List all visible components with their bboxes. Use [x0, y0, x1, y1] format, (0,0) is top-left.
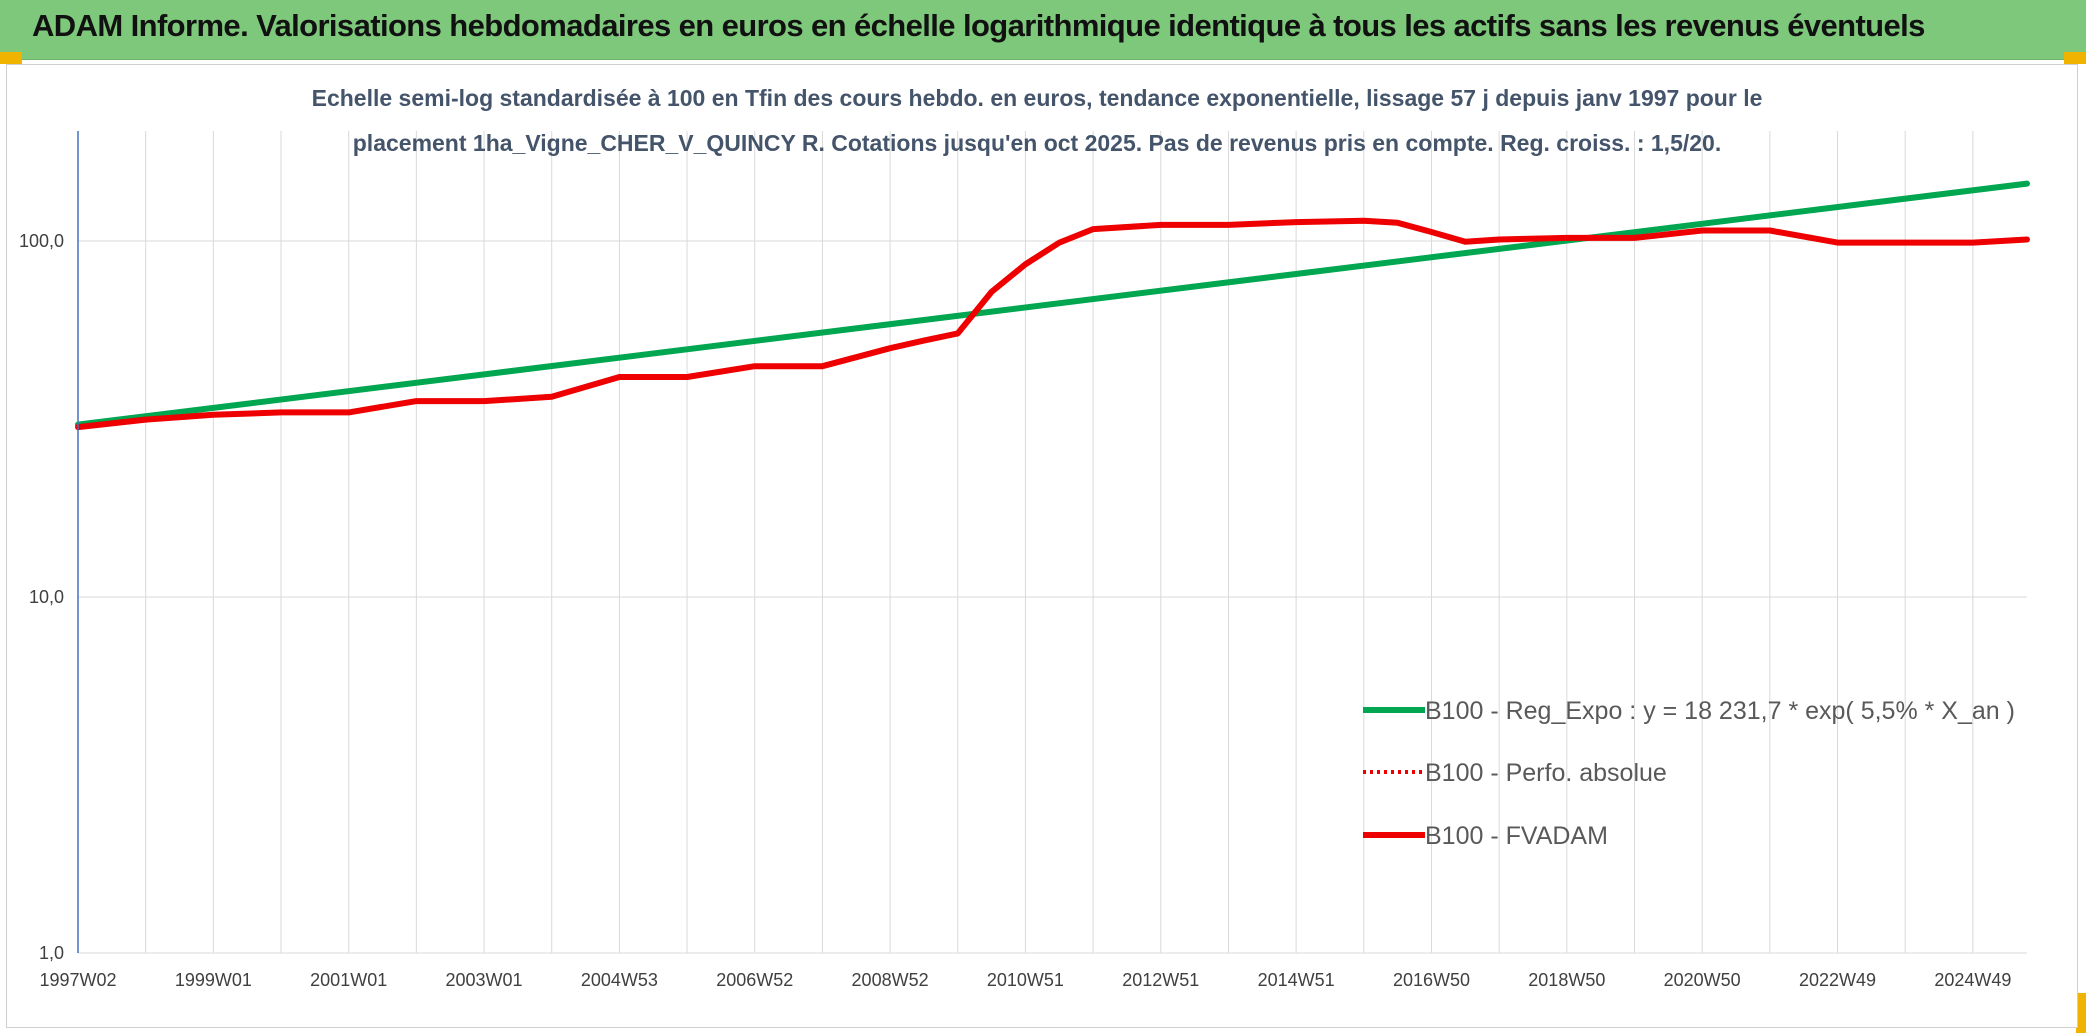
y-tick-label: 100,0	[19, 231, 64, 251]
y-tick-label: 10,0	[29, 587, 64, 607]
x-tick-label: 2003W01	[446, 970, 523, 990]
chart-frame: Echelle semi-log standardisée à 100 en T…	[6, 64, 2078, 1028]
x-tick-label: 2014W51	[1258, 970, 1335, 990]
x-tick-label: 1999W01	[175, 970, 252, 990]
chart-subtitle-line-1: Echelle semi-log standardisée à 100 en T…	[312, 85, 1763, 111]
y-axis-ticks: 1,0 10,0 100,0	[19, 231, 64, 963]
legend-label-perfo: B100 - Perfo. absolue	[1425, 759, 1667, 787]
x-tick-label: 2024W49	[1934, 970, 2011, 990]
x-tick-label: 2018W50	[1528, 970, 1605, 990]
x-tick-label: 1997W02	[39, 970, 116, 990]
banner: ADAM Informe. Valorisations hebdomadaire…	[0, 0, 2086, 60]
chart: Echelle semi-log standardisée à 100 en T…	[19, 85, 2030, 990]
chart-subtitle-line-2: placement 1ha_Vigne_CHER_V_QUINCY R. Cot…	[353, 130, 1721, 156]
corner-accent-right	[2064, 52, 2086, 64]
x-tick-label: 2001W01	[310, 970, 387, 990]
legend: B100 - Reg_Expo : y = 18 231,7 * exp( 5,…	[1363, 697, 2015, 850]
series	[75, 180, 2030, 431]
series-fvadam-line	[75, 217, 2030, 431]
x-tick-label: 2020W50	[1664, 970, 1741, 990]
corner-accent-left	[0, 52, 22, 64]
legend-label-regression: B100 - Reg_Expo : y = 18 231,7 * exp( 5,…	[1425, 697, 2015, 725]
legend-label-fvadam: B100 - FVADAM	[1425, 822, 1608, 850]
x-axis-ticks: 1997W02 1999W01 2001W01 2003W01 2004W53 2006W…	[39, 970, 2011, 990]
x-tick-label: 2008W52	[852, 970, 929, 990]
x-tick-label: 2012W51	[1122, 970, 1199, 990]
x-tick-label: 2016W50	[1393, 970, 1470, 990]
banner-title: ADAM Informe. Valorisations hebdomadaire…	[32, 8, 1925, 43]
corner-accent-bottom-right	[2076, 993, 2086, 1033]
series-regression-line	[75, 180, 2030, 428]
grid	[77, 131, 2027, 954]
x-tick-label: 2022W49	[1799, 970, 1876, 990]
x-tick-label: 2004W53	[581, 970, 658, 990]
y-tick-label: 1,0	[39, 943, 64, 963]
x-tick-label: 2006W52	[716, 970, 793, 990]
x-tick-label: 2010W51	[987, 970, 1064, 990]
